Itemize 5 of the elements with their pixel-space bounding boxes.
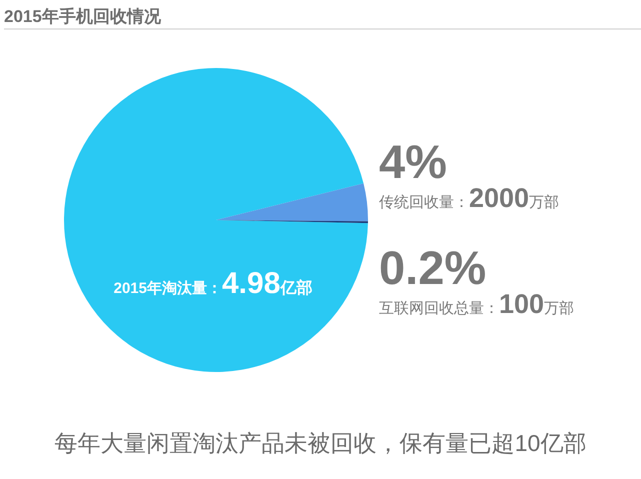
- chart-title: 2015年手机回收情况: [4, 7, 162, 26]
- text: 每年大量闲置淘汰产品未被回收，保有量已超10亿部: [54, 430, 586, 456]
- pie-slice: [216, 183, 368, 222]
- slice-label: 2015年淘汰量：4.98亿部: [114, 266, 312, 300]
- pie-slice: [64, 68, 368, 372]
